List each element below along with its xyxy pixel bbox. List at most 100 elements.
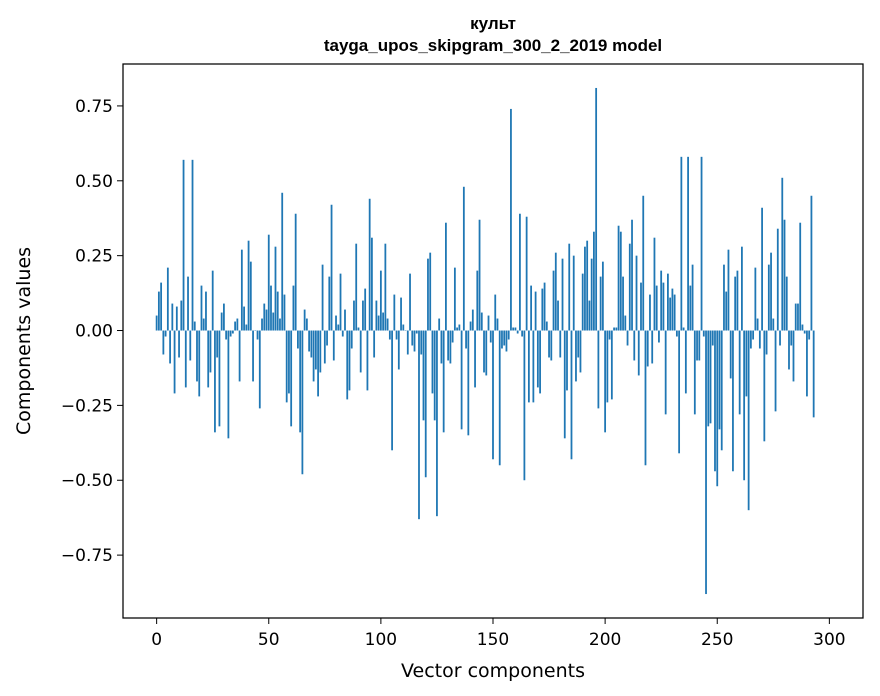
bar bbox=[209, 330, 212, 373]
bar bbox=[418, 330, 420, 520]
bar bbox=[729, 330, 732, 379]
bar bbox=[267, 234, 270, 331]
bar bbox=[552, 270, 555, 331]
bar bbox=[240, 249, 243, 331]
bar bbox=[400, 297, 402, 331]
bar bbox=[568, 243, 571, 331]
bar bbox=[487, 315, 490, 331]
bar bbox=[436, 330, 438, 517]
bar bbox=[456, 327, 459, 331]
bar bbox=[223, 303, 225, 331]
bar bbox=[664, 330, 667, 415]
bar bbox=[797, 303, 799, 331]
bar bbox=[216, 330, 219, 358]
bar bbox=[770, 252, 772, 331]
bar bbox=[640, 282, 642, 331]
bar bbox=[357, 327, 360, 331]
bar bbox=[368, 198, 371, 331]
bar bbox=[530, 285, 533, 331]
bar bbox=[808, 330, 811, 340]
bar bbox=[375, 300, 378, 331]
bar bbox=[406, 330, 409, 355]
bar bbox=[595, 87, 598, 331]
bar bbox=[743, 330, 746, 481]
bar bbox=[447, 330, 450, 361]
bar bbox=[604, 330, 607, 433]
bar bbox=[166, 267, 169, 331]
bar bbox=[270, 285, 272, 331]
bar bbox=[388, 330, 391, 340]
bar bbox=[348, 330, 351, 391]
bar bbox=[317, 330, 319, 397]
x-tick-label: 0 bbox=[151, 630, 162, 650]
bar bbox=[229, 330, 232, 337]
x-tick-label: 150 bbox=[477, 630, 509, 650]
y-tick-label: −0.25 bbox=[61, 396, 113, 416]
bar bbox=[539, 330, 541, 394]
bar bbox=[613, 327, 615, 331]
bar bbox=[431, 330, 434, 394]
bar bbox=[453, 267, 456, 331]
bar bbox=[501, 330, 503, 349]
bar bbox=[792, 330, 795, 382]
bar bbox=[806, 330, 808, 397]
bar bbox=[162, 330, 165, 355]
bar bbox=[178, 330, 180, 358]
bar bbox=[525, 216, 528, 331]
bar bbox=[516, 330, 519, 334]
bar bbox=[781, 177, 784, 331]
bar bbox=[424, 330, 427, 478]
bar bbox=[514, 327, 517, 331]
bar bbox=[714, 330, 716, 472]
bar bbox=[689, 285, 692, 331]
bar bbox=[575, 330, 577, 382]
bar bbox=[536, 330, 539, 388]
bar bbox=[393, 294, 396, 331]
bar bbox=[319, 330, 322, 373]
bar bbox=[337, 324, 340, 331]
bar bbox=[687, 156, 689, 331]
bar bbox=[332, 330, 335, 361]
bar bbox=[624, 315, 627, 331]
bar bbox=[341, 330, 344, 337]
bar bbox=[707, 330, 710, 427]
bar bbox=[619, 231, 622, 331]
bar bbox=[272, 312, 275, 331]
bar bbox=[772, 318, 775, 331]
bar bbox=[411, 330, 414, 346]
bar bbox=[261, 318, 263, 331]
bar bbox=[678, 330, 681, 454]
bar bbox=[422, 330, 425, 421]
bar bbox=[184, 330, 187, 388]
bar bbox=[355, 243, 358, 331]
bar bbox=[758, 330, 761, 349]
bar bbox=[763, 330, 766, 442]
bar bbox=[570, 330, 573, 460]
bar bbox=[469, 321, 472, 331]
bar bbox=[308, 330, 311, 352]
y-tick-label: 0.75 bbox=[75, 97, 113, 117]
bar bbox=[283, 294, 286, 331]
bar bbox=[561, 258, 564, 331]
bar bbox=[673, 294, 676, 331]
bar bbox=[395, 330, 398, 340]
bar bbox=[727, 249, 730, 331]
bar bbox=[339, 273, 342, 331]
bar bbox=[801, 324, 804, 331]
bar bbox=[187, 276, 189, 331]
bar bbox=[693, 330, 696, 415]
bar bbox=[359, 330, 362, 373]
bar bbox=[180, 300, 183, 331]
bar bbox=[669, 297, 672, 331]
bar bbox=[711, 330, 714, 346]
bar bbox=[646, 330, 649, 367]
bar bbox=[202, 318, 205, 331]
bar bbox=[207, 330, 210, 388]
bars-group bbox=[155, 87, 815, 595]
bar bbox=[245, 324, 248, 331]
bar bbox=[682, 327, 685, 331]
bar bbox=[667, 273, 669, 331]
bar bbox=[231, 330, 234, 334]
bar bbox=[236, 318, 239, 331]
bar bbox=[409, 273, 411, 331]
